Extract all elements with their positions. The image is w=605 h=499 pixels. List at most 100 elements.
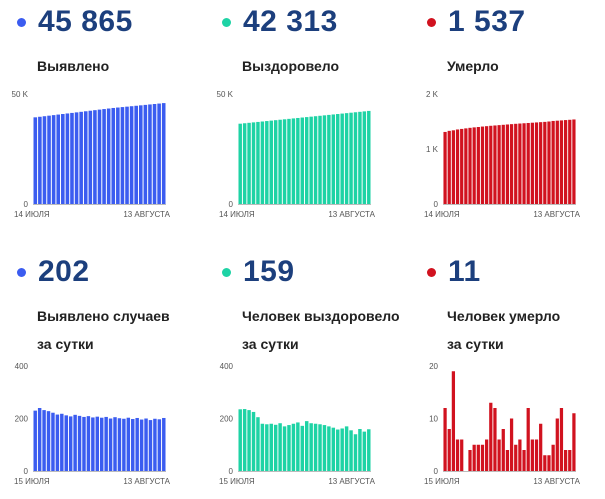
- bar: [493, 408, 497, 471]
- bar: [522, 450, 526, 471]
- bar: [116, 107, 120, 204]
- bar: [42, 116, 47, 204]
- bar: [322, 425, 327, 471]
- stat-header: 1 537: [410, 0, 526, 44]
- panel-recovered-daily: 159 Человек выздоровело за сутки 400 200 0…: [205, 250, 400, 490]
- bar: [358, 429, 362, 471]
- bar: [460, 439, 464, 471]
- y-tick-label: 400: [220, 362, 234, 371]
- bar: [526, 122, 530, 204]
- bar: [559, 120, 564, 204]
- bar: [485, 126, 489, 204]
- bar: [451, 130, 456, 204]
- bar: [148, 104, 152, 204]
- bar: [287, 118, 291, 204]
- stat-header: 11: [410, 250, 481, 294]
- bar: [455, 129, 460, 204]
- bar: [238, 409, 242, 471]
- bar: [139, 419, 144, 471]
- bar: [514, 444, 518, 471]
- bar: [331, 427, 336, 471]
- stat-label-line: Выявлено случаев: [37, 308, 170, 324]
- stat-number: 45 865: [38, 5, 133, 38]
- bar: [144, 418, 148, 471]
- y-tick-label: 0: [24, 467, 29, 476]
- bar: [134, 105, 138, 204]
- x-tick-label: 13 АВГУСТА: [328, 477, 375, 486]
- bar: [489, 125, 493, 204]
- y-tick-label: 0: [229, 467, 234, 476]
- bar: [251, 122, 256, 204]
- stat-number: 159: [243, 255, 295, 288]
- y-tick-label: 200: [15, 415, 29, 424]
- panel-deaths-total: 1 537 Умерло 2 K 1 K 0 14 ИЮЛЯ 13 АВГУСТА: [410, 0, 600, 240]
- bar: [327, 114, 331, 204]
- bar: [129, 106, 134, 204]
- stat-header: 45 865: [0, 0, 133, 44]
- bar: [501, 124, 505, 204]
- stat-label-line: Человек умерло: [447, 308, 561, 324]
- bar: [568, 119, 572, 204]
- bar: [282, 119, 287, 204]
- bar: [88, 110, 93, 204]
- bar-chart-recovered-daily: 400 200 015 ИЮЛЯ 13 АВГУСТА: [219, 362, 376, 486]
- bar: [79, 111, 83, 204]
- bar: [77, 415, 82, 471]
- bar: [563, 450, 568, 471]
- x-tick-label: 14 ИЮЛЯ: [219, 210, 255, 219]
- y-tick-label: 50 K: [12, 90, 29, 99]
- bar: [260, 121, 265, 204]
- stat-label-line: Человек выздоровело: [242, 308, 400, 324]
- bar: [157, 419, 162, 471]
- bar: [247, 410, 251, 471]
- bar: [95, 416, 100, 471]
- bar: [135, 417, 139, 471]
- bar: [468, 450, 472, 471]
- bar: [296, 117, 300, 204]
- x-tick-label: 14 ИЮЛЯ: [424, 210, 460, 219]
- status-dot-icon: [427, 17, 436, 27]
- bar: [309, 423, 313, 471]
- panel-cases-daily: 202 Выявлено случаев за сутки 400 200 0 15 …: [0, 250, 190, 490]
- stat-number: 42 313: [243, 5, 338, 38]
- bar: [138, 105, 143, 204]
- bar: [273, 424, 278, 471]
- bar: [518, 123, 522, 204]
- bar: [568, 450, 572, 471]
- bar: [64, 415, 68, 471]
- bar: [273, 120, 278, 204]
- bar: [97, 109, 102, 204]
- y-tick-label: 0: [229, 200, 234, 209]
- bar: [331, 114, 336, 204]
- y-tick-label: 200: [220, 415, 234, 424]
- bar: [61, 114, 65, 204]
- bar: [447, 130, 451, 204]
- panel-deaths-daily: 11 Человек умерло за сутки 20 10 0 15 ИЮЛЯ 1…: [410, 250, 600, 490]
- bar: [555, 418, 559, 471]
- bar: [340, 113, 344, 204]
- bar: [120, 107, 125, 204]
- status-dot-icon: [222, 17, 231, 27]
- y-tick-label: 400: [15, 362, 29, 371]
- bar: [269, 423, 273, 471]
- bar: [313, 116, 318, 204]
- bar: [125, 106, 129, 204]
- bar: [572, 413, 576, 471]
- bar: [340, 428, 344, 471]
- bar: [251, 411, 256, 471]
- x-tick-label: 13 АВГУСТА: [533, 477, 580, 486]
- bar: [265, 424, 269, 471]
- x-tick-label: 14 ИЮЛЯ: [14, 210, 50, 219]
- bar: [353, 112, 358, 204]
- bar: [304, 421, 309, 471]
- stat-label: Выздоровело: [242, 52, 339, 80]
- status-dot-icon: [427, 267, 436, 277]
- bar: [493, 125, 497, 204]
- bar: [51, 115, 56, 204]
- stat-number: 11: [448, 255, 481, 288]
- bar: [309, 116, 313, 204]
- bar: [327, 426, 331, 471]
- x-tick-label: 15 ИЮЛЯ: [219, 477, 255, 486]
- bar: [83, 111, 88, 204]
- bar: [238, 123, 242, 204]
